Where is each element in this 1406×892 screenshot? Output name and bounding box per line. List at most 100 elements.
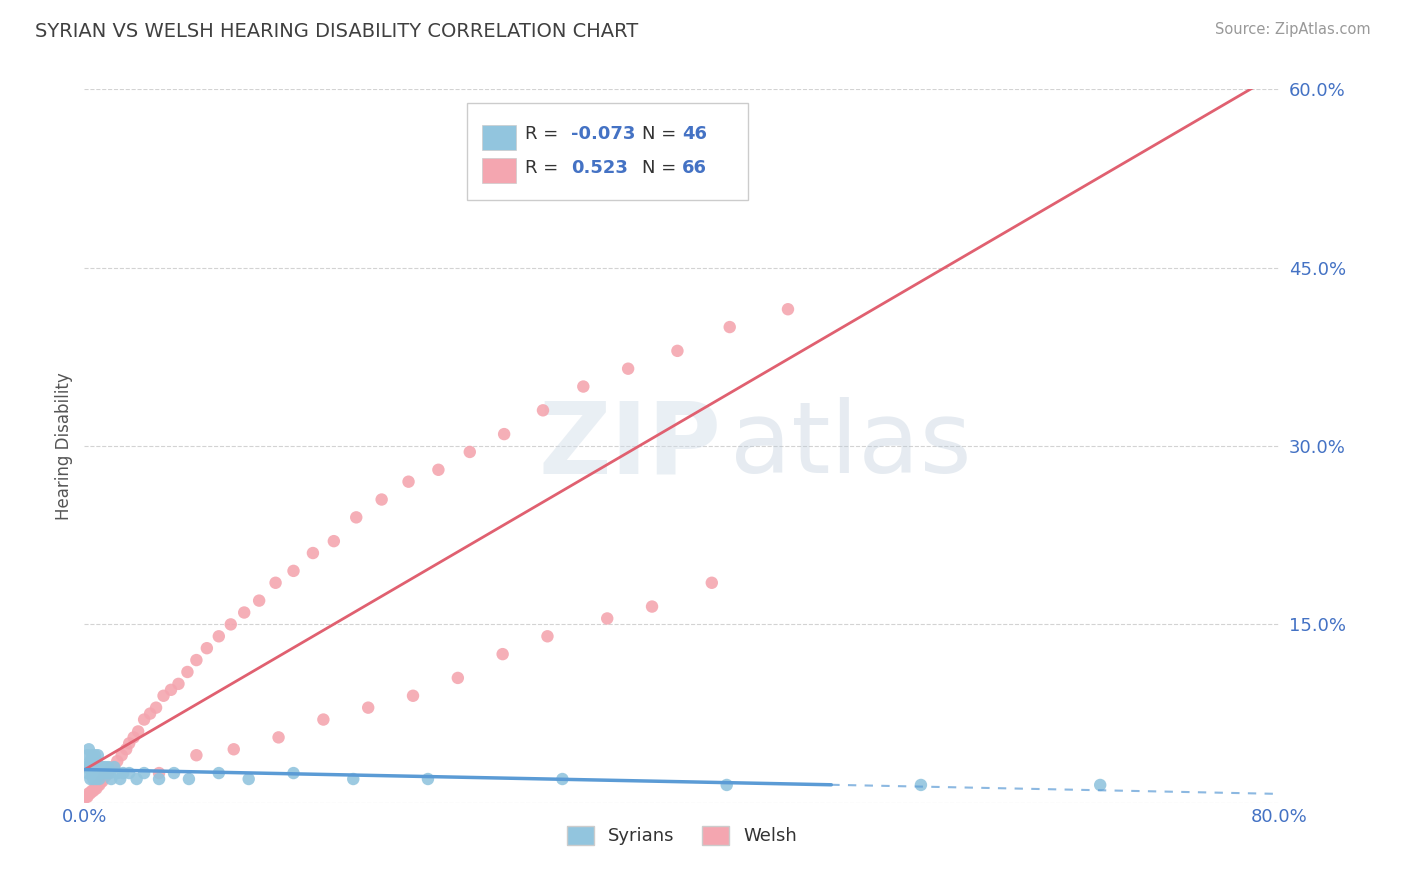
Point (617, 361, 640, 376)
Point (641, 599, 664, 614)
Point (79, 754, 101, 768)
Point (80, 766, 103, 780)
Point (76, 748, 98, 763)
Point (82, 754, 104, 768)
Point (596, 611, 619, 625)
Text: atlas: atlas (730, 398, 972, 494)
FancyBboxPatch shape (482, 159, 516, 184)
Point (75, 789, 97, 804)
Point (132, 766, 156, 780)
Point (87, 778, 110, 792)
Point (105, 766, 128, 780)
Point (93, 770, 115, 784)
Point (77, 760, 100, 774)
Point (536, 629, 558, 643)
Point (103, 760, 125, 774)
Point (112, 766, 135, 780)
Point (83, 748, 105, 763)
Point (910, 778, 932, 792)
Point (357, 700, 380, 714)
Point (125, 772, 148, 786)
Point (1090, 778, 1112, 792)
Point (219, 617, 242, 632)
Point (167, 677, 190, 691)
Point (98, 766, 121, 780)
Point (132, 713, 156, 727)
Text: N =: N = (643, 159, 682, 177)
Point (97, 760, 120, 774)
Point (87, 766, 110, 780)
Point (93, 766, 115, 780)
Point (77, 742, 100, 756)
Point (163, 766, 186, 780)
Point (103, 760, 125, 774)
Point (118, 736, 141, 750)
Point (94, 760, 117, 774)
Point (89, 760, 111, 774)
Point (89, 772, 111, 786)
Point (97, 766, 120, 780)
Point (96, 766, 118, 780)
Point (344, 510, 367, 524)
Text: SYRIAN VS WELSH HEARING DISABILITY CORRELATION CHART: SYRIAN VS WELSH HEARING DISABILITY CORRE… (35, 22, 638, 41)
Point (238, 772, 260, 786)
Point (177, 772, 200, 786)
Point (148, 766, 170, 780)
Point (100, 772, 122, 786)
Point (79, 772, 101, 786)
Text: -0.073: -0.073 (571, 125, 636, 143)
Point (94, 770, 117, 784)
Legend: Syrians, Welsh: Syrians, Welsh (558, 817, 806, 855)
Point (152, 689, 174, 703)
Point (398, 475, 420, 489)
Point (233, 606, 256, 620)
Point (458, 445, 481, 459)
Point (551, 772, 574, 786)
Point (666, 343, 689, 358)
Point (283, 766, 305, 780)
Point (100, 760, 122, 774)
Point (83, 766, 105, 780)
Point (160, 682, 183, 697)
Point (342, 772, 364, 786)
Point (427, 463, 450, 477)
Point (90, 766, 112, 780)
Point (111, 748, 134, 763)
Text: 66: 66 (682, 159, 707, 177)
Point (89, 778, 111, 792)
Point (312, 713, 335, 727)
Point (90, 774, 112, 789)
Point (76, 789, 98, 804)
Point (82, 772, 104, 786)
Point (208, 766, 231, 780)
Point (447, 671, 470, 685)
Point (118, 766, 141, 780)
Point (247, 593, 270, 607)
Point (700, 575, 723, 590)
Point (186, 653, 208, 667)
Point (572, 379, 595, 393)
Point (148, 772, 170, 786)
Point (91, 774, 114, 789)
Text: 46: 46 (682, 125, 707, 143)
Point (531, 403, 554, 417)
Point (75, 760, 97, 774)
Point (283, 564, 305, 578)
Point (264, 575, 287, 590)
Point (79, 786, 101, 800)
Point (267, 731, 290, 745)
Point (83, 781, 105, 796)
FancyBboxPatch shape (482, 125, 516, 150)
Text: 0.523: 0.523 (571, 159, 627, 177)
Point (87, 748, 110, 763)
Point (96, 766, 118, 780)
Point (115, 742, 138, 756)
Point (82, 784, 104, 798)
Point (86, 754, 108, 768)
Point (718, 320, 741, 334)
Point (302, 546, 325, 560)
Y-axis label: Hearing Disability: Hearing Disability (55, 372, 73, 520)
Point (776, 302, 799, 317)
Point (76, 766, 98, 780)
Text: R =: R = (526, 159, 569, 177)
